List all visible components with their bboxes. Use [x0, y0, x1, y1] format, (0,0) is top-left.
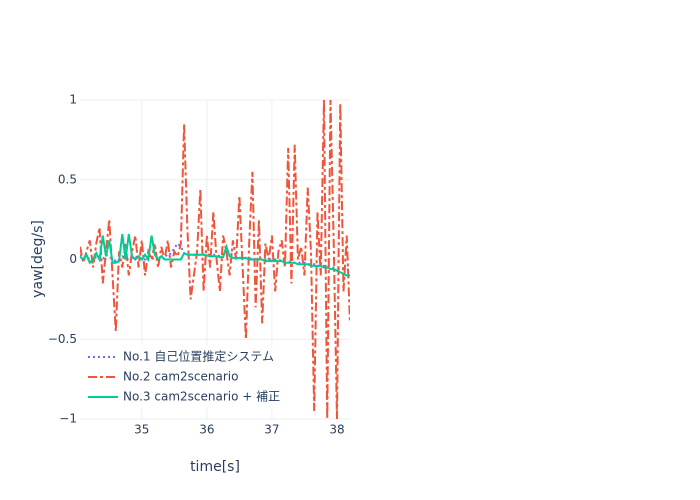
y-tick-label: 0: [69, 252, 77, 266]
series-line: [80, 241, 350, 272]
series-line: [80, 233, 350, 277]
tick-labels: −1 −0.5 0 0.5 1 35 36 37 38: [48, 93, 345, 437]
legend-label: No.1 自己位置推定システム: [123, 349, 274, 364]
x-axis-title: time[s]: [190, 459, 240, 475]
y-tick-label: 0.5: [58, 172, 77, 186]
y-tick-label: −0.5: [48, 332, 77, 346]
x-tick-label: 36: [199, 423, 214, 437]
y-tick-label: 1: [69, 93, 77, 107]
legend-label: No.3 cam2scenario + 補正: [123, 390, 280, 404]
legend: No.1 自己位置推定システム No.2 cam2scenario No.3 cam…: [82, 345, 280, 409]
y-axis-title: yaw[deg/s]: [30, 220, 46, 298]
x-tick-label: 38: [329, 423, 344, 437]
x-tick-label: 35: [134, 423, 149, 437]
x-tick-label: 37: [264, 423, 279, 437]
y-tick-label: −1: [59, 412, 77, 426]
plot-area: [80, 100, 350, 419]
legend-label: No.2 cam2scenario: [123, 370, 238, 384]
